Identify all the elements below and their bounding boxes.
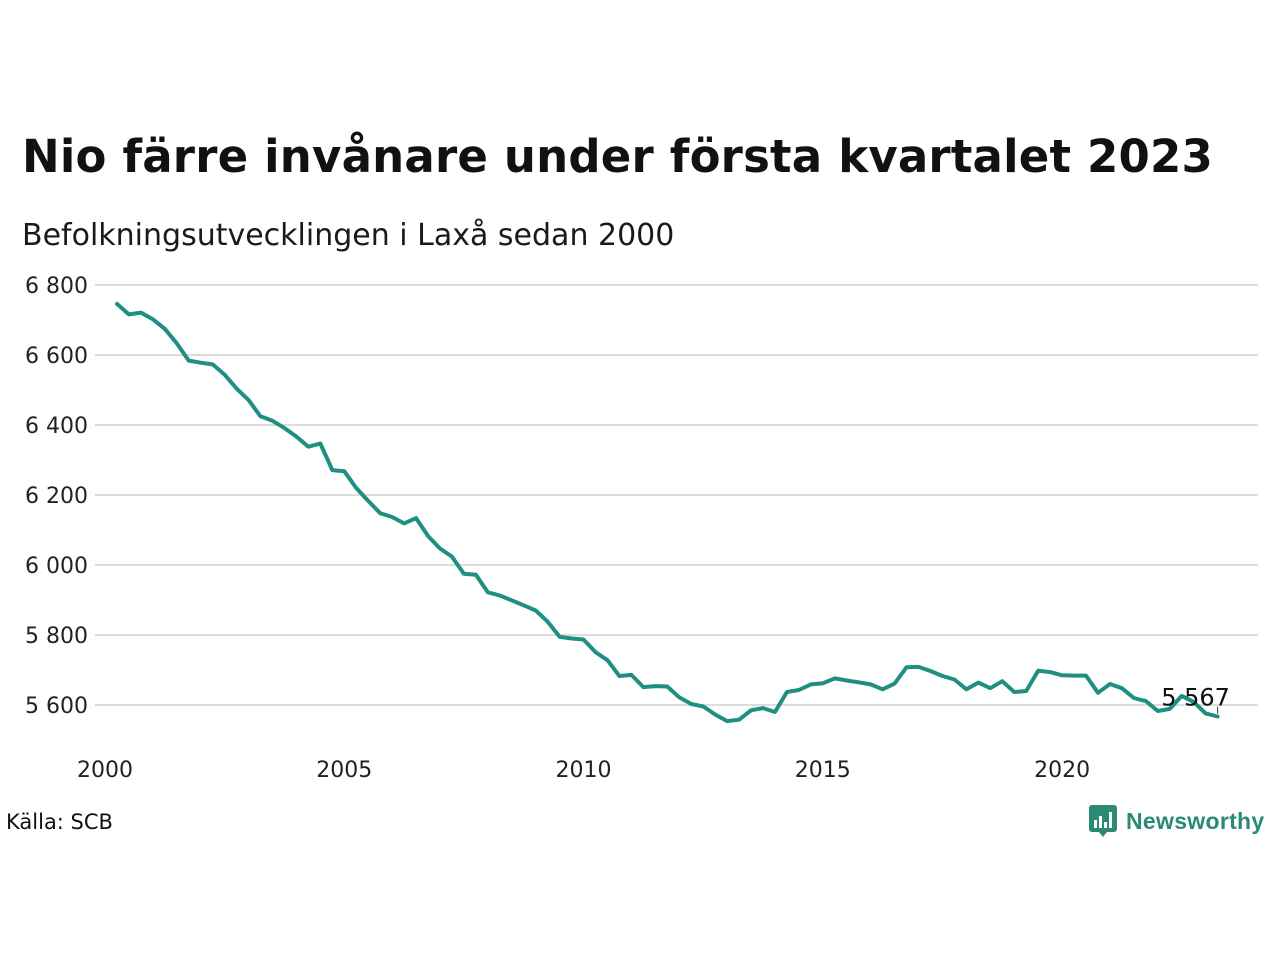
x-tick-label: 2000 bbox=[77, 758, 133, 783]
y-tick-label: 6 600 bbox=[25, 344, 88, 369]
brand-name: Newsworthy bbox=[1126, 807, 1265, 834]
x-tick-label: 2010 bbox=[556, 758, 612, 783]
x-tick-label: 2020 bbox=[1034, 758, 1090, 783]
gridlines bbox=[95, 284, 1258, 706]
chart-subtitle: Befolkningsutvecklingen i Laxå sedan 200… bbox=[22, 218, 675, 253]
population-line bbox=[115, 301, 1220, 724]
y-tick-label: 6 000 bbox=[25, 554, 88, 579]
brand-logo: Newsworthy bbox=[1088, 804, 1264, 838]
line-chart: 5 600 5 800 6 000 6 200 6 400 6 600 6 800 2000… bbox=[25, 274, 1258, 783]
x-axis-ticks: 2000 2005 2010 2015 2020 bbox=[77, 758, 1090, 783]
y-tick-label: 6 200 bbox=[25, 484, 88, 509]
x-tick-label: 2015 bbox=[795, 758, 851, 783]
newsworthy-logo-icon bbox=[1089, 805, 1117, 837]
y-tick-label: 5 600 bbox=[25, 694, 88, 719]
y-tick-label: 5 800 bbox=[25, 624, 88, 649]
chart-title: Nio färre invånare under första kvartale… bbox=[22, 130, 1214, 183]
y-tick-label: 6 400 bbox=[25, 414, 88, 439]
source-note: Källa: SCB bbox=[6, 810, 113, 834]
y-tick-label: 6 800 bbox=[25, 274, 88, 299]
end-value-label: 5 567 bbox=[1161, 684, 1230, 712]
x-tick-label: 2005 bbox=[316, 758, 372, 783]
y-axis-ticks: 5 600 5 800 6 000 6 200 6 400 6 600 6 800 bbox=[25, 274, 88, 719]
